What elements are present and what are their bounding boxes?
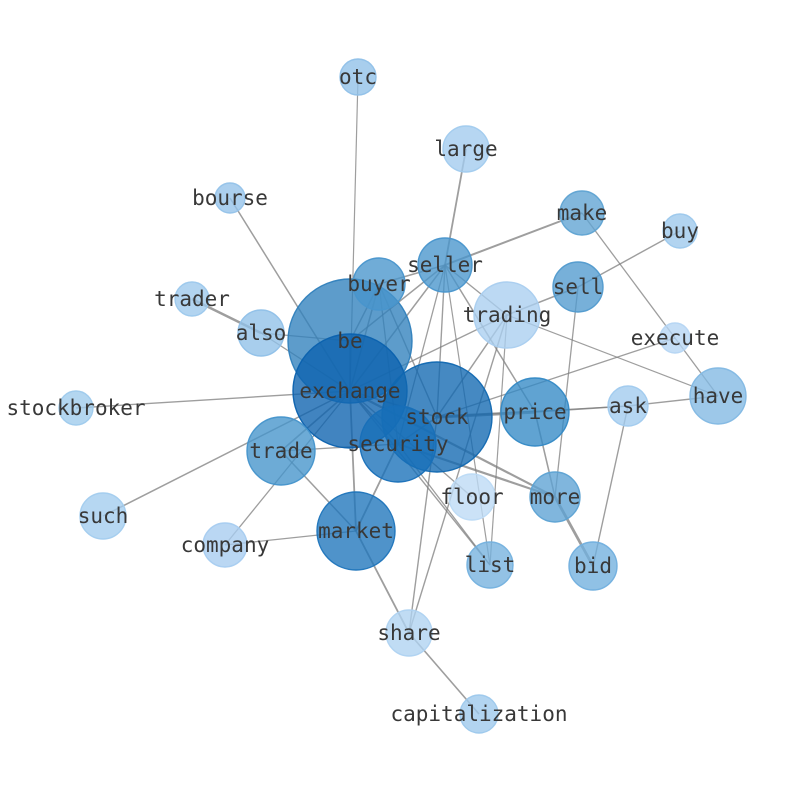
node-trade-circle <box>246 416 316 486</box>
node-company-label: company <box>181 533 270 557</box>
node-stockbroker-circle <box>58 390 94 426</box>
node-such-circle <box>79 492 127 540</box>
node-market-label: market <box>318 519 394 543</box>
node-buyer-circle <box>352 257 406 311</box>
node-share-circle <box>385 609 433 657</box>
node-floor-circle <box>448 473 496 521</box>
node-buyer-label: buyer <box>347 272 410 296</box>
node-floor-label: floor <box>440 485 503 509</box>
node-price-circle <box>500 377 570 447</box>
node-company-circle <box>202 522 248 568</box>
node-bourse-circle <box>214 182 246 214</box>
node-large-label: large <box>434 137 497 161</box>
node-trade-label: trade <box>249 439 312 463</box>
node-execute-label: execute <box>631 326 720 350</box>
node-more-circle <box>529 471 581 523</box>
node-ask-label: ask <box>609 394 647 418</box>
edge-make-execute <box>581 212 676 339</box>
node-such-label: such <box>78 504 129 528</box>
node-make-circle <box>559 190 605 236</box>
node-bid-label: bid <box>574 554 612 578</box>
node-also-circle <box>237 309 285 357</box>
node-exchange-label: exchange <box>299 379 400 403</box>
node-stockbroker-label: stockbroker <box>6 396 145 420</box>
node-bourse-label: bourse <box>192 186 268 210</box>
node-list-label: list <box>465 553 516 577</box>
node-trading-circle <box>473 281 541 349</box>
node-price-label: price <box>503 400 566 424</box>
node-have-label: have <box>693 384 744 408</box>
node-large-circle <box>442 125 490 173</box>
node-trader-label: trader <box>154 287 230 311</box>
node-stock-label: stock <box>405 405 469 429</box>
node-share-label: share <box>377 621 440 645</box>
node-security-label: security <box>347 432 448 456</box>
edge-ask-bid <box>592 405 629 567</box>
node-seller-label: seller <box>407 253 483 277</box>
node-otc-circle <box>339 58 377 96</box>
node-sell-label: sell <box>553 275 604 299</box>
node-list-circle <box>466 541 514 589</box>
node-execute-circle <box>659 322 691 354</box>
node-trading-label: trading <box>463 303 552 327</box>
node-make-label: make <box>557 201 608 225</box>
node-market-circle <box>316 491 396 571</box>
edge-trading-share <box>408 314 508 634</box>
node-otc-label: otc <box>339 65 377 89</box>
node-capitalization-circle <box>459 694 499 734</box>
nodes-layer <box>58 58 747 734</box>
node-ask-circle <box>607 385 649 427</box>
edge-sell-more <box>554 286 579 498</box>
edge-trading-list <box>489 314 508 566</box>
node-seller-circle <box>417 237 473 293</box>
node-also-label: also <box>236 321 287 345</box>
node-trader-circle <box>174 281 210 317</box>
edge-trading-have <box>506 314 719 397</box>
node-capitalization-label: capitalization <box>390 702 567 726</box>
node-be-label: be <box>337 329 362 353</box>
node-buy-circle <box>662 213 698 249</box>
node-sell-circle <box>552 261 604 313</box>
node-bid-circle <box>568 541 618 591</box>
node-buy-label: buy <box>661 219 699 243</box>
node-security-circle <box>359 405 437 483</box>
node-more-label: more <box>530 485 581 509</box>
node-have-circle <box>689 367 747 425</box>
